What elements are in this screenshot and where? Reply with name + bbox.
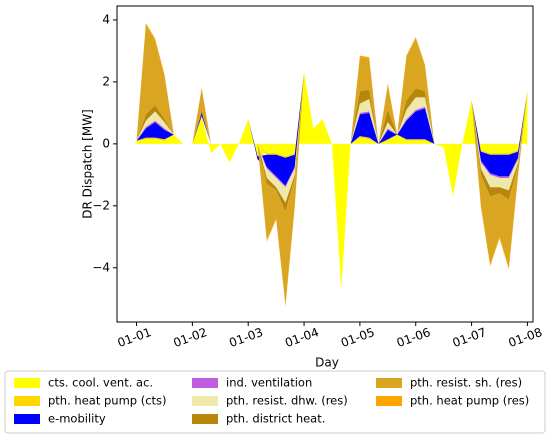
legend-label: pth. resist. sh. (res) xyxy=(410,376,522,390)
axes-frame xyxy=(116,5,534,323)
legend-label: pth. heat pump (res) xyxy=(410,394,529,408)
y-tick-label: 4 xyxy=(102,12,110,26)
x-tick-label: 01-05 xyxy=(339,325,377,350)
legend-swatch xyxy=(192,414,218,424)
legend-label: pth. resist. dhw. (res) xyxy=(226,394,348,408)
legend-box xyxy=(4,370,546,434)
legend-label: e-mobility xyxy=(48,412,106,426)
y-tick-label: −4 xyxy=(92,260,110,274)
legend-label: ind. ventilation xyxy=(226,376,312,390)
legend-swatch xyxy=(14,396,40,406)
legend-swatch xyxy=(14,414,40,424)
area-series xyxy=(136,24,528,305)
legend-swatch xyxy=(192,396,218,406)
x-tick-label: 01-02 xyxy=(171,325,209,350)
plot-area xyxy=(136,23,528,307)
legend-label: cts. cool. vent. ac. xyxy=(48,376,153,390)
x-tick-label: 01-06 xyxy=(395,325,433,350)
y-tick-label: 0 xyxy=(102,136,110,150)
legend-swatch xyxy=(376,378,402,388)
legend-swatch xyxy=(376,396,402,406)
legend-swatch xyxy=(14,378,40,388)
x-tick-label: 01-04 xyxy=(283,325,321,350)
legend-label: pth. district heat. xyxy=(226,412,325,426)
area-series xyxy=(136,23,528,307)
y-tick-label: 2 xyxy=(102,74,110,88)
area-series xyxy=(136,72,528,290)
y-tick-label: −2 xyxy=(92,198,110,212)
x-tick-label: 01-01 xyxy=(116,325,154,350)
legend: cts. cool. vent. ac. pth. heat pump (cts)… xyxy=(14,376,529,426)
x-tick-label: 01-07 xyxy=(451,325,489,350)
x-tick-label: 01-08 xyxy=(506,325,544,350)
legend-swatch xyxy=(192,378,218,388)
legend-label: pth. heat pump (cts) xyxy=(48,394,167,408)
x-axis-label: Day xyxy=(315,356,339,370)
y-axis-label: DR Dispatch [MW] xyxy=(81,109,95,219)
x-tick-label: 01-03 xyxy=(227,325,265,350)
